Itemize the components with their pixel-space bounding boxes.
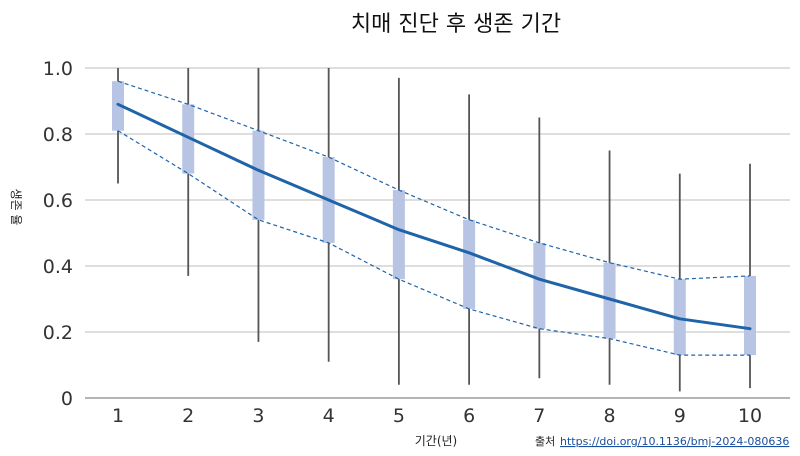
ci-bar [533,242,546,329]
x-tick-labels: 1 2 3 4 5 6 7 8 9 10 [112,405,762,427]
x-axis-label: 기간(년) [415,434,457,448]
y-tick-label: 0.8 [43,124,73,146]
ci-bar [463,219,476,309]
grid-lines [85,67,790,399]
y-tick-label: 0 [61,388,73,410]
chart-title: 치매 진단 후 생존 기간 [351,12,561,37]
x-tick-label: 10 [738,405,762,427]
x-tick-label: 7 [533,405,545,427]
source-link[interactable]: https://doi.org/10.1136/bmj-2024-080636 [560,435,789,448]
ci-lower-line [117,130,750,356]
survival-line [116,102,752,331]
ci-bar [392,190,405,280]
y-tick-label: 1.0 [43,58,73,80]
x-tick-label: 6 [463,405,475,427]
x-tick-label: 4 [323,405,335,427]
x-tick-label: 1 [112,405,124,427]
x-tick-label: 2 [182,405,194,427]
y-tick-labels: 0 0.2 0.4 0.6 0.8 1.0 [43,58,73,410]
ci-dashed-lines [117,80,751,356]
survival-series-line [116,102,752,331]
y-axis-label: 생존 율 [9,189,23,226]
ci-bar [603,262,616,339]
x-tick-label: 9 [674,405,686,427]
ci-bar [252,130,265,220]
y-tick-label: 0.4 [43,256,73,278]
ci-bar [744,275,756,356]
x-tick-label: 3 [252,405,264,427]
range-whiskers [117,68,751,392]
source-label: 출처 [535,435,555,448]
ci-bar [673,279,686,356]
x-tick-label: 8 [604,405,616,427]
y-tick-label: 0.2 [43,322,73,344]
y-tick-label: 0.6 [43,190,73,212]
x-tick-label: 5 [393,405,405,427]
ci-bars [112,81,756,356]
ci-upper-line [117,80,751,280]
